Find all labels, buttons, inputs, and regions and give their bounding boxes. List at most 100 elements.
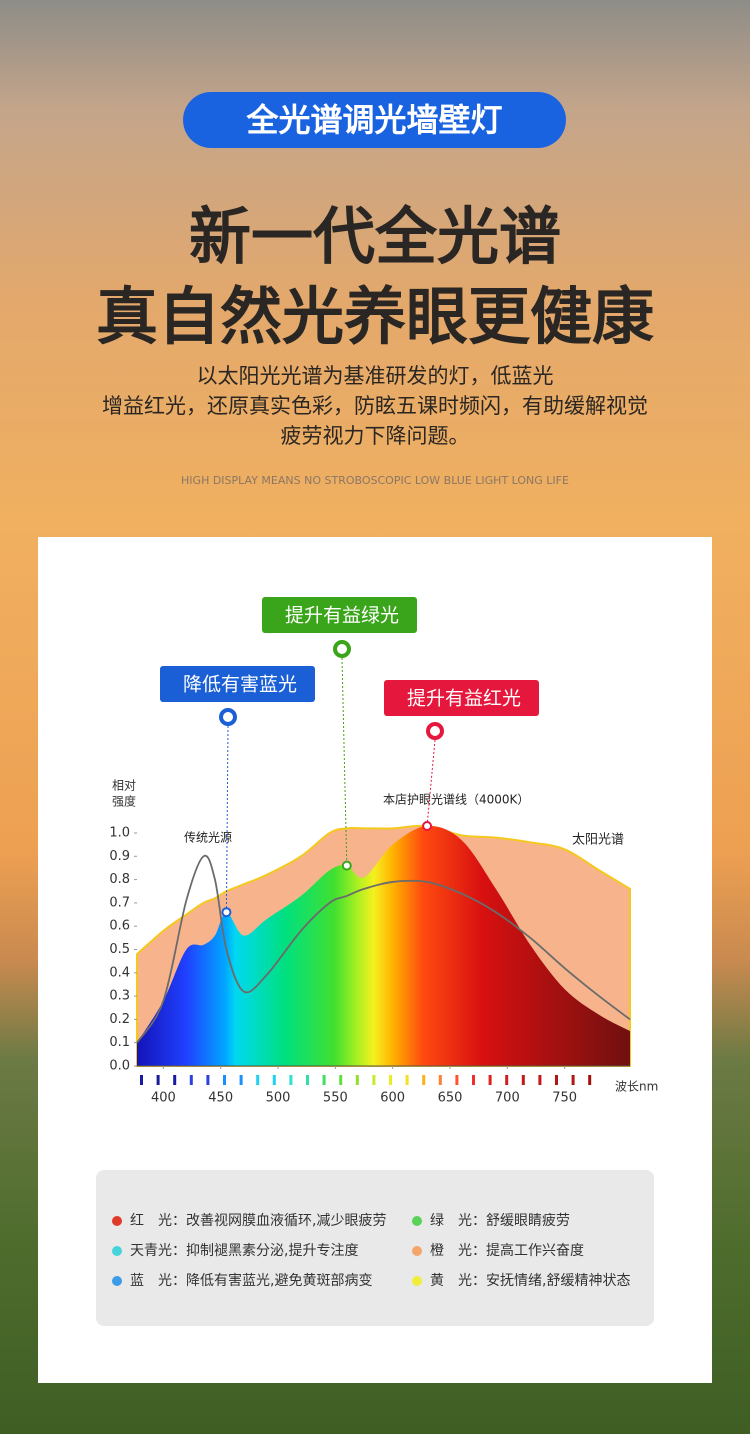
axis-label: 波长nm: [615, 1080, 658, 1094]
description: 以太阳光光谱为基准研发的灯，低蓝光: [196, 364, 554, 388]
headline: 新一代全光谱: [188, 200, 561, 273]
legend-dot: [112, 1216, 122, 1226]
x-tick-label: 600: [380, 1091, 405, 1106]
legend-text: 提高工作兴奋度: [486, 1243, 584, 1259]
spectrum-dash: [173, 1075, 177, 1085]
x-tick-label: 650: [438, 1091, 463, 1106]
spectrum-dash: [571, 1075, 575, 1085]
callout-text: 提升有益绿光: [285, 605, 399, 627]
series-label: 本店护眼光谱线（4000K）: [383, 793, 529, 807]
legend-name: 黄 光：: [430, 1273, 486, 1289]
spectrum-dash: [588, 1075, 592, 1085]
x-tick-label: 550: [323, 1091, 348, 1106]
spectrum-dash: [239, 1075, 243, 1085]
callout-point: [341, 860, 352, 871]
spectrum-dash: [555, 1075, 558, 1085]
y-tick-label: 0.4: [109, 965, 130, 980]
tagline: HIGH DISPLAY MEANS NO STROBOSCOPIC LOW B…: [181, 474, 569, 487]
spectrum-dash: [223, 1075, 226, 1085]
spectrum-dash: [140, 1075, 143, 1085]
legend-item: 红 光：改善视网膜血液循环,减少眼疲劳: [112, 1210, 386, 1230]
legend-text: 改善视网膜血液循环,减少眼疲劳: [186, 1213, 387, 1229]
spectrum-dash: [189, 1075, 193, 1085]
legend-name: 蓝 光：: [130, 1273, 186, 1289]
y-tick-label: 0.8: [109, 872, 130, 887]
callout-point: [221, 907, 232, 918]
badge: 全光谱调光墙壁灯: [183, 92, 566, 148]
legend-item: 天青光：抑制褪黑素分泌,提升专注度: [112, 1240, 358, 1260]
spectrum-dash: [306, 1075, 309, 1085]
spectrum-dash: [505, 1075, 509, 1085]
legend-item: 黄 光：安抚情绪,舒缓精神状态: [412, 1270, 630, 1290]
axis-label: 相对: [112, 779, 136, 793]
x-tick-label: 700: [495, 1091, 520, 1106]
y-tick-label: 0.7: [109, 895, 130, 910]
x-tick-label: 400: [151, 1091, 176, 1106]
spectrum-dash: [455, 1075, 459, 1085]
spectrum-dash: [272, 1075, 276, 1085]
spectrum-dash: [422, 1075, 426, 1085]
legend-name: 橙 光：: [430, 1243, 486, 1259]
y-tick-label: 0.2: [109, 1012, 130, 1027]
callout-point: [422, 821, 433, 832]
callout-line: [426, 739, 436, 827]
x-tick-label: 750: [552, 1091, 577, 1106]
callout-text: 降低有害蓝光: [183, 674, 297, 696]
description: 增益红光，还原真实色彩，防眩五课时频闪，有助缓解视觉: [102, 394, 648, 418]
traditional-line: [136, 854, 631, 1044]
legend-item: 橙 光：提高工作兴奋度: [412, 1240, 584, 1260]
spectrum-dash: [289, 1075, 293, 1085]
headline: 真自然光养眼更健康: [95, 280, 654, 353]
spectrum-dash: [521, 1075, 525, 1085]
spectrum-dash: [206, 1075, 210, 1085]
series-label: 太阳光谱: [572, 833, 624, 848]
axis-label: 强度: [112, 794, 136, 809]
callout-ring: [219, 708, 237, 726]
spectrum-dash: [472, 1075, 475, 1085]
spectrum-dash: [339, 1075, 343, 1085]
legend: 红 光：改善视网膜血液循环,减少眼疲劳 绿 光：舒缓眼睛疲劳天青光：抑制褪黑素分泌…: [96, 1170, 654, 1326]
callout-ring: [426, 722, 444, 740]
legend-item: 蓝 光：降低有害蓝光,避免黄斑部病变: [112, 1270, 372, 1290]
spectrum-dash: [372, 1075, 376, 1085]
spectrum-dash: [438, 1075, 442, 1085]
legend-dot: [112, 1246, 122, 1256]
legend-text: 安抚情绪,舒缓精神状态: [486, 1273, 631, 1289]
y-tick-label: 0.1: [109, 1035, 130, 1050]
spectrum-dash: [256, 1075, 260, 1085]
spectrum-dash: [488, 1075, 492, 1085]
spectrum-dash: [405, 1075, 409, 1085]
legend-dot: [412, 1246, 422, 1256]
callout-text: 提升有益红光: [407, 688, 521, 710]
legend-name: 天青光：: [130, 1243, 186, 1259]
lamp-area: [137, 825, 630, 1066]
spectrum-dash: [389, 1075, 392, 1085]
legend-dot: [412, 1276, 422, 1286]
y-tick-label: 0.6: [109, 919, 130, 934]
series-label: 传统光源: [184, 830, 232, 845]
y-tick-label: 0.9: [109, 849, 130, 864]
legend-text: 降低有害蓝光,避免黄斑部病变: [186, 1273, 373, 1289]
legend-name: 绿 光：: [430, 1213, 486, 1229]
callout-box: [384, 680, 539, 716]
legend-dot: [112, 1276, 122, 1286]
spectrum-dash: [322, 1075, 326, 1085]
y-tick-label: 0.3: [109, 989, 130, 1004]
callout-ring: [333, 640, 351, 658]
legend-dot: [412, 1216, 422, 1226]
callout-box: [262, 597, 417, 633]
y-tick-label: 1.0: [109, 826, 130, 841]
callout-line: [225, 725, 229, 913]
y-tick-label: 0.5: [109, 942, 130, 957]
x-tick-label: 450: [208, 1091, 233, 1106]
description: 疲劳视力下降问题。: [280, 424, 470, 448]
x-tick-label: 500: [266, 1091, 291, 1106]
spectrum-dash: [538, 1075, 542, 1085]
spectrum-dash: [156, 1075, 160, 1085]
legend-item: 绿 光：舒缓眼睛疲劳: [412, 1210, 570, 1230]
legend-text: 舒缓眼睛疲劳: [486, 1213, 570, 1229]
legend-text: 抑制褪黑素分泌,提升专注度: [186, 1243, 359, 1259]
legend-name: 红 光：: [130, 1213, 186, 1229]
